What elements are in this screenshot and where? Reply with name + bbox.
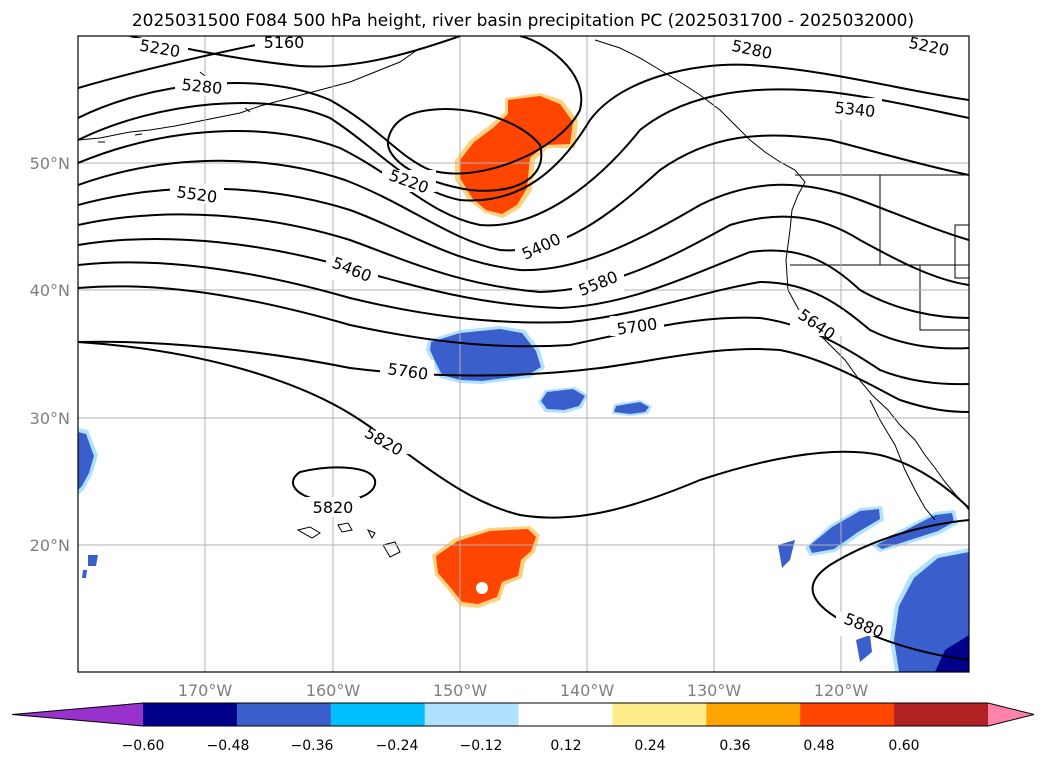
lat-labels: 50°N 40°N 30°N 20°N — [30, 154, 70, 555]
colorbar-segment — [800, 703, 895, 726]
colorbar-tick-label: −0.24 — [376, 738, 419, 754]
colorbar-extend-high — [988, 703, 1034, 726]
colorbar-tick-label: −0.36 — [291, 738, 334, 754]
colorbar-segment — [330, 703, 426, 726]
lat-label: 20°N — [30, 536, 70, 555]
colorbar-tick-label: 0.12 — [550, 738, 581, 754]
colorbar-segment — [612, 703, 707, 726]
precip-negative-central — [426, 326, 652, 416]
lon-label: 160°W — [306, 681, 361, 700]
lon-label: 120°W — [814, 681, 869, 700]
precip-positive-south — [432, 526, 540, 608]
colorbar-tick-label: −0.12 — [460, 738, 503, 754]
colorbar-tick-labels: −0.60 −0.48 −0.36 −0.24 −0.12 0.12 0.24 … — [122, 738, 920, 754]
lon-label: 170°W — [178, 681, 233, 700]
precip-positive-north — [455, 93, 578, 218]
lon-label: 140°W — [560, 681, 615, 700]
colorbar-extend-low — [12, 703, 143, 726]
colorbar-segment — [236, 703, 332, 726]
contour-label: 5820 — [313, 498, 354, 517]
colorbar-segment — [706, 703, 801, 726]
contour-label: 5340 — [834, 98, 876, 121]
lon-label: 150°W — [433, 681, 488, 700]
colorbar-outline — [11, 702, 1035, 727]
lat-label: 30°N — [30, 409, 70, 428]
colorbar-segment — [894, 703, 989, 726]
colorbar — [11, 702, 1035, 727]
lat-label: 40°N — [30, 281, 70, 300]
colorbar-tick-label: 0.60 — [888, 738, 919, 754]
precip-negative-southeast — [778, 506, 969, 672]
colorbar-tick-label: −0.48 — [207, 738, 250, 754]
map-panel: 5220 5160 5280 5220 5520 5460 5400 5580 … — [78, 33, 969, 672]
contour-label: 5280 — [181, 75, 223, 98]
lon-label: 130°W — [687, 681, 742, 700]
lon-labels: 170°W 160°W 150°W 140°W 130°W 120°W — [178, 681, 869, 700]
precip-negative-west — [78, 428, 98, 578]
contour-label: 5160 — [264, 33, 305, 52]
colorbar-segment — [143, 703, 238, 726]
colorbar-tick-label: 0.48 — [803, 738, 834, 754]
map-frame — [77, 35, 970, 673]
height-contours — [78, 36, 969, 661]
colorbar-tick-label: 0.36 — [719, 738, 750, 754]
map-title: 2025031500 F084 500 hPa height, river ba… — [132, 11, 914, 31]
colorbar-segment — [518, 703, 613, 726]
colorbar-segment — [424, 703, 520, 726]
colorbar-tick-label: 0.24 — [634, 738, 665, 754]
lat-label: 50°N — [30, 154, 70, 173]
colorbar-tick-label: −0.60 — [122, 738, 165, 754]
coastlines — [78, 39, 969, 558]
